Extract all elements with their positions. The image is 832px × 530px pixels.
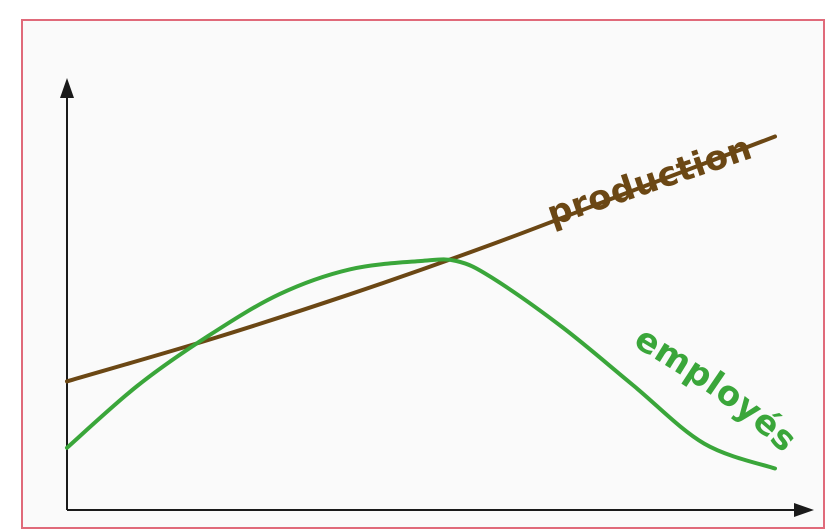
series-line-employes <box>65 257 777 471</box>
chart-frame <box>21 19 825 529</box>
x-axis-arrow <box>794 503 814 517</box>
y-axis-arrow <box>60 78 74 98</box>
series-layer <box>65 134 777 471</box>
axes <box>60 78 814 517</box>
